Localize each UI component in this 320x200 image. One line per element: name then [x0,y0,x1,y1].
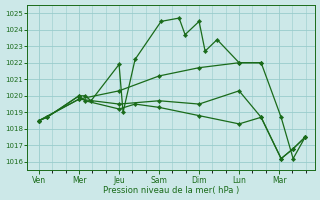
X-axis label: Pression niveau de la mer( hPa ): Pression niveau de la mer( hPa ) [103,186,239,195]
